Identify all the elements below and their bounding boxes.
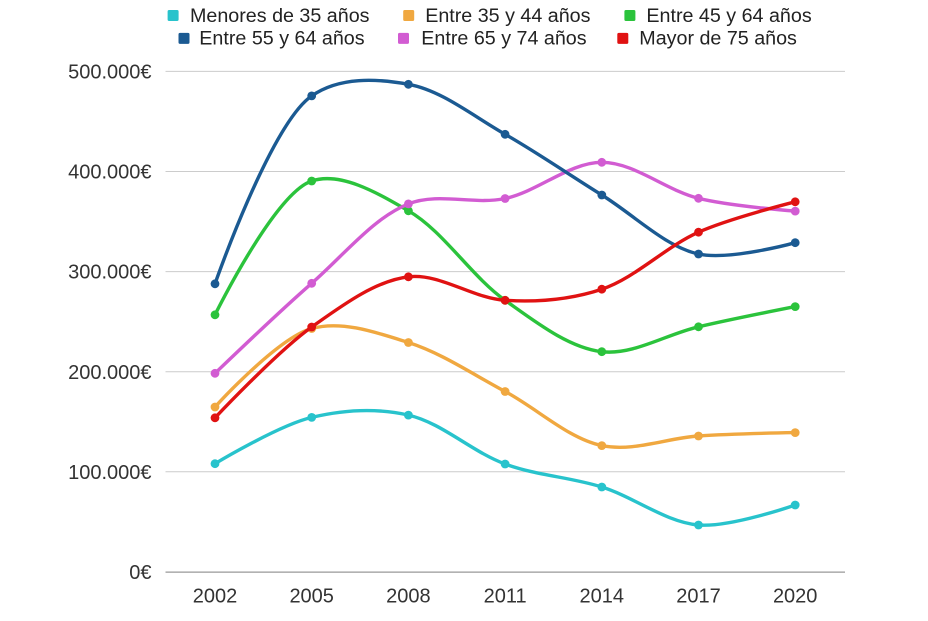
svg-text:100.000€: 100.000€ — [68, 462, 151, 484]
svg-text:Entre 65 y 74 años: Entre 65 y 74 años — [421, 28, 586, 50]
svg-text:2002: 2002 — [193, 586, 238, 608]
svg-text:2005: 2005 — [289, 586, 334, 608]
svg-text:2017: 2017 — [676, 586, 721, 608]
svg-text:Menores de 35 años: Menores de 35 años — [190, 5, 370, 27]
svg-text:0€: 0€ — [129, 562, 151, 584]
svg-text:2008: 2008 — [386, 586, 431, 608]
svg-text:Mayor de 75 años: Mayor de 75 años — [639, 28, 797, 50]
svg-text:2020: 2020 — [773, 586, 818, 608]
svg-text:500.000€: 500.000€ — [68, 62, 151, 84]
svg-text:Entre 45 y 64 años: Entre 45 y 64 años — [646, 5, 811, 27]
svg-text:Entre 55 y 64 años: Entre 55 y 64 años — [199, 28, 364, 50]
svg-text:400.000€: 400.000€ — [68, 162, 151, 184]
svg-text:Entre 35 y 44 años: Entre 35 y 44 años — [425, 5, 590, 27]
svg-text:200.000€: 200.000€ — [68, 362, 151, 384]
svg-text:300.000€: 300.000€ — [68, 262, 151, 284]
svg-text:2011: 2011 — [484, 586, 527, 608]
svg-text:2014: 2014 — [580, 586, 625, 608]
